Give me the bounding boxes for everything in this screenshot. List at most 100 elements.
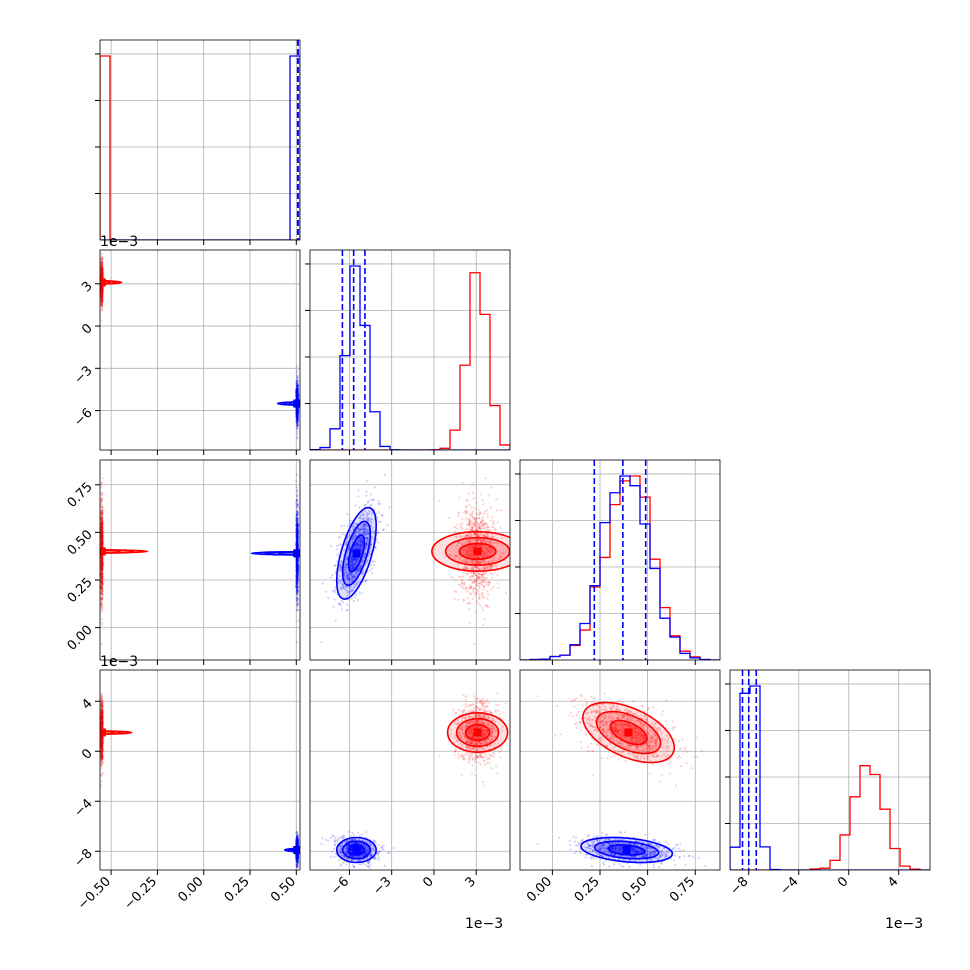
sample-point	[101, 295, 104, 298]
sample-point	[478, 527, 481, 530]
sample-point	[296, 414, 299, 418]
sample-point	[101, 287, 104, 290]
sample-point	[100, 287, 103, 290]
sample-point	[296, 392, 299, 395]
sample-point	[101, 273, 104, 276]
sample-point	[479, 527, 482, 530]
sample-point	[296, 577, 299, 580]
sample-point	[100, 286, 103, 289]
sample-point	[296, 389, 300, 392]
sample-point	[467, 539, 470, 542]
sample-point	[100, 593, 103, 596]
sample-point	[295, 409, 299, 412]
sample-point	[100, 573, 103, 576]
sample-point	[472, 580, 476, 583]
sample-point	[100, 564, 103, 567]
sample-point	[296, 517, 300, 520]
sample-point	[296, 569, 299, 572]
sample-point	[101, 578, 104, 581]
sample-point	[100, 503, 103, 506]
sample-point	[296, 559, 299, 562]
sample-point	[474, 566, 477, 569]
sample-point	[101, 575, 104, 579]
sample-point	[101, 291, 104, 294]
sample-point	[296, 386, 299, 389]
sample-point	[349, 565, 352, 568]
sample-point	[296, 524, 300, 527]
sample-point	[468, 560, 471, 563]
sample-point	[100, 268, 103, 271]
sample-point	[100, 592, 104, 595]
sample-point	[483, 525, 487, 528]
sample-point	[101, 567, 104, 570]
sample-point	[296, 392, 299, 395]
sample-point	[480, 568, 483, 571]
sample-point	[100, 297, 103, 300]
sample-point	[331, 589, 334, 593]
sample-point	[101, 523, 104, 526]
sample-point	[295, 546, 299, 549]
sample-point	[100, 499, 104, 503]
sample-point	[100, 540, 104, 543]
sample-point	[296, 519, 299, 522]
sample-point	[295, 396, 298, 399]
sample-point	[295, 563, 299, 566]
sample-point	[100, 585, 103, 588]
sample-point	[467, 521, 471, 525]
sample-point	[295, 527, 299, 530]
sample-point	[483, 618, 486, 621]
sample-point	[296, 389, 299, 392]
sample-point	[100, 561, 104, 564]
sample-point	[100, 537, 104, 540]
sample-point	[487, 494, 491, 497]
sample-point	[100, 564, 103, 567]
sample-point	[295, 534, 298, 537]
sample-point	[101, 298, 104, 301]
sample-point	[296, 410, 299, 413]
sample-point	[296, 504, 300, 507]
sample-point	[296, 409, 299, 412]
sample-point	[480, 520, 483, 523]
sample-point	[461, 560, 464, 563]
sample-point	[100, 580, 103, 583]
sample-point	[101, 538, 104, 541]
sample-point	[101, 541, 104, 544]
sample-point	[470, 506, 473, 509]
sample-point	[100, 602, 103, 605]
sample-point	[100, 262, 103, 265]
sample-point	[465, 534, 468, 537]
sample-point	[100, 537, 104, 540]
sample-point	[484, 581, 487, 584]
sample-point	[475, 573, 478, 576]
sample-point	[295, 528, 298, 531]
sample-point	[100, 286, 103, 289]
sample-point	[296, 572, 299, 575]
sample-point	[490, 588, 493, 591]
sample-point	[296, 569, 299, 573]
sample-point	[465, 548, 468, 551]
sample-point	[296, 543, 299, 546]
sample-point	[462, 599, 466, 602]
sample-point	[296, 569, 299, 572]
sample-point	[296, 395, 299, 398]
sample-point	[295, 570, 298, 573]
sample-point	[296, 518, 299, 521]
sample-point	[483, 567, 486, 570]
sample-point	[100, 274, 103, 277]
sample-point	[295, 546, 298, 549]
sample-point	[296, 546, 300, 549]
sample-point	[100, 276, 104, 279]
sample-point	[101, 540, 104, 543]
sample-point	[296, 389, 299, 392]
sample-point	[100, 276, 103, 279]
sample-point	[295, 587, 299, 590]
sample-point	[295, 395, 298, 398]
sample-point	[295, 567, 298, 571]
sample-point	[296, 569, 299, 572]
sample-point	[296, 565, 299, 568]
sample-point	[100, 573, 103, 576]
sample-point	[460, 578, 463, 581]
sample-point	[365, 543, 368, 546]
sample-point	[296, 563, 299, 566]
sample-point	[296, 567, 299, 570]
